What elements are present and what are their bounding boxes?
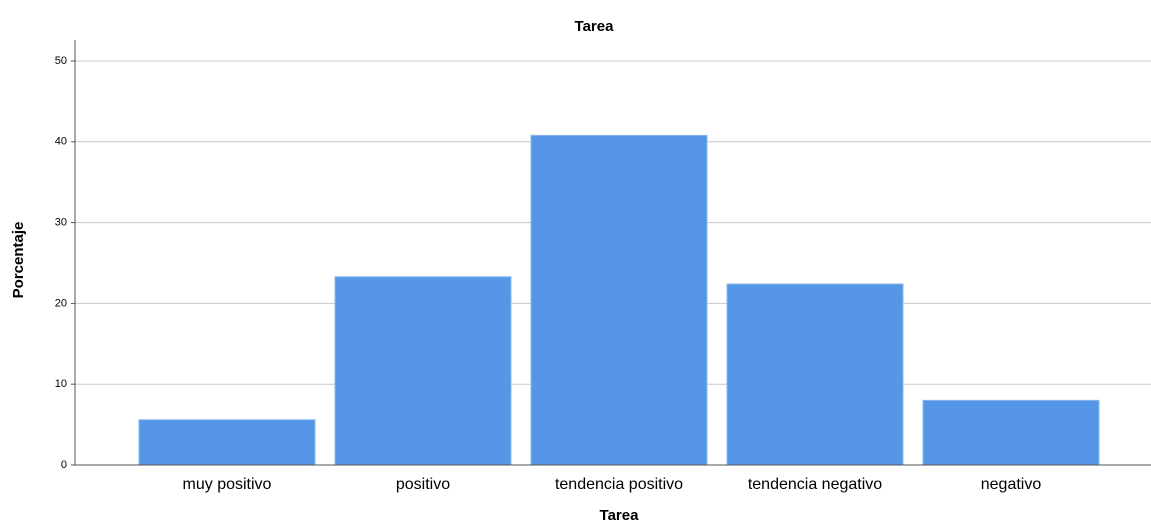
x-tick-label: muy positivo bbox=[183, 476, 272, 493]
y-tick-label: 30 bbox=[55, 217, 67, 229]
bar bbox=[334, 276, 512, 466]
y-tick-label: 20 bbox=[55, 297, 67, 309]
bar bbox=[530, 134, 708, 466]
y-tick-label: 50 bbox=[55, 55, 67, 67]
y-tick-label: 0 bbox=[61, 459, 67, 471]
bar bbox=[138, 419, 316, 466]
bar bbox=[922, 399, 1100, 466]
x-tick-label: negativo bbox=[981, 476, 1042, 493]
y-tick-label: 10 bbox=[55, 378, 67, 390]
x-tick-label: tendencia negativo bbox=[748, 476, 882, 493]
x-axis-title: Tarea bbox=[600, 507, 640, 524]
chart-title: Tarea bbox=[575, 18, 615, 35]
y-axis-title: Porcentaje bbox=[10, 222, 27, 299]
y-tick-label: 40 bbox=[55, 136, 67, 148]
bar bbox=[726, 283, 904, 466]
x-tick-label: tendencia positivo bbox=[555, 476, 683, 493]
x-tick-label: positivo bbox=[396, 476, 450, 493]
